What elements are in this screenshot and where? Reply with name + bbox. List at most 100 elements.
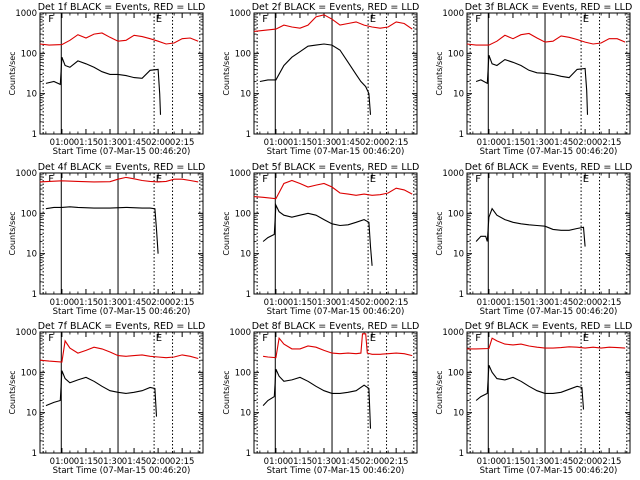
chart-title: Det 5f BLACK = Events, RED = LLD	[252, 162, 420, 173]
y-tick-label: 10	[240, 250, 251, 260]
x-tick-label: 02:00	[573, 298, 598, 308]
y-tick-label: 100	[235, 49, 251, 59]
x-tick-label: 01:15	[74, 457, 99, 467]
marker-label-F: F	[475, 174, 481, 185]
chart-panel-9: Det 9f BLACK = Events, RED = LLD 1 10 100 10…	[435, 321, 632, 476]
marker-label-F: F	[48, 14, 54, 25]
marker-label-E: E	[156, 333, 162, 344]
marker-label-E: E	[370, 174, 376, 185]
x-tick-label: 02:00	[360, 138, 385, 148]
chart-panel-2: Det 2f BLACK = Events, RED = LLD 1 10 100 10…	[222, 2, 419, 157]
y-axis-label: Counts/sec	[222, 51, 231, 95]
plot-frame	[466, 172, 631, 295]
x-tick-label: 01:45	[549, 457, 574, 467]
x-tick-label: 01:15	[501, 457, 526, 467]
x-tick-label: 01:45	[336, 457, 361, 467]
x-tick-label: 01:15	[501, 138, 526, 148]
y-tick-label: 1000	[442, 169, 464, 179]
y-tick-label: 100	[235, 368, 251, 378]
x-axis-label: Start Time (07-Mar-15 00:46:20)	[53, 307, 191, 317]
lld-series-line	[253, 14, 413, 32]
y-axis-label: Counts/sec	[435, 211, 444, 255]
events-series-line	[45, 57, 162, 115]
plot-frame	[253, 172, 418, 295]
chart-title: Det 4f BLACK = Events, RED = LLD	[38, 162, 206, 173]
events-series-line	[475, 55, 589, 115]
y-tick-label: 1	[246, 130, 251, 140]
y-tick-label: 10	[26, 409, 37, 419]
y-axis-label: Counts/sec	[8, 51, 17, 95]
x-tick-label: 01:15	[74, 138, 99, 148]
x-tick-label: 02:00	[573, 138, 598, 148]
y-tick-label: 1000	[442, 328, 464, 338]
plot-frame	[466, 12, 631, 135]
lld-series-line	[253, 179, 413, 200]
y-tick-label: 10	[240, 409, 251, 419]
y-tick-label: 10	[453, 409, 464, 419]
x-tick-label: 01:30	[525, 457, 550, 467]
y-tick-label: 1	[246, 449, 251, 459]
chart-panel-3: Det 3f BLACK = Events, RED = LLD 1 10 100 10…	[435, 2, 632, 157]
x-tick-label: 01:30	[525, 298, 550, 308]
x-tick-label: 01:30	[98, 138, 123, 148]
x-tick-label: 02:00	[360, 457, 385, 467]
x-tick-label: 02:00	[146, 298, 171, 308]
x-axis-label: Start Time (07-Mar-15 00:46:20)	[53, 466, 191, 476]
y-tick-label: 1000	[442, 9, 464, 19]
lld-series-line	[466, 32, 626, 46]
x-axis-label: Start Time (07-Mar-15 00:46:20)	[267, 147, 405, 157]
x-tick-label: 01:00	[477, 138, 502, 148]
y-tick-label: 1000	[15, 328, 37, 338]
x-tick-label: 01:45	[549, 138, 574, 148]
y-tick-label: 1000	[229, 169, 251, 179]
plot-frame	[466, 331, 631, 454]
x-tick-label: 01:00	[50, 138, 75, 148]
y-tick-label: 100	[235, 209, 251, 219]
chart-title: Det 2f BLACK = Events, RED = LLD	[252, 2, 420, 13]
x-tick-label: 02:00	[360, 298, 385, 308]
x-tick-label: 01:45	[336, 138, 361, 148]
x-tick-label: 01:30	[98, 457, 123, 467]
marker-label-E: E	[583, 174, 589, 185]
x-tick-label: 01:00	[50, 457, 75, 467]
y-tick-label: 1	[246, 290, 251, 300]
marker-label-E: E	[370, 14, 376, 25]
lld-series-line	[39, 176, 199, 183]
y-axis-label: Counts/sec	[435, 370, 444, 414]
y-axis-label: Counts/sec	[8, 211, 17, 255]
x-tick-label: 01:00	[264, 298, 289, 308]
lld-series-line	[39, 32, 199, 46]
plot-frame	[39, 12, 204, 135]
x-tick-label: 02:15	[170, 138, 195, 148]
y-tick-label: 1	[32, 449, 37, 459]
marker-label-F: F	[475, 14, 481, 25]
marker-label-E: E	[156, 14, 162, 25]
chart-title: Det 3f BLACK = Events, RED = LLD	[465, 2, 633, 13]
y-tick-label: 1000	[15, 9, 37, 19]
plot-frame	[253, 12, 418, 135]
lld-series-line	[263, 333, 413, 359]
x-axis-label: Start Time (07-Mar-15 00:46:20)	[267, 466, 405, 476]
x-axis-label: Start Time (07-Mar-15 00:46:20)	[267, 307, 405, 317]
x-tick-label: 02:15	[384, 298, 409, 308]
events-series-line	[45, 206, 159, 254]
y-tick-label: 1	[32, 130, 37, 140]
chart-title: Det 6f BLACK = Events, RED = LLD	[465, 162, 633, 173]
x-tick-label: 01:00	[477, 457, 502, 467]
y-tick-label: 10	[453, 90, 464, 100]
y-axis-label: Counts/sec	[8, 370, 17, 414]
x-tick-label: 02:15	[384, 457, 409, 467]
y-tick-label: 1	[32, 290, 37, 300]
x-tick-label: 01:00	[264, 138, 289, 148]
x-tick-label: 01:30	[98, 298, 123, 308]
y-tick-label: 10	[453, 250, 464, 260]
chart-panel-1: Det 1f BLACK = Events, RED = LLD 1 10 100 10…	[8, 2, 205, 157]
y-tick-label: 1000	[229, 328, 251, 338]
y-tick-label: 10	[26, 250, 37, 260]
chart-title: Det 7f BLACK = Events, RED = LLD	[38, 321, 206, 332]
events-series-line	[262, 368, 372, 429]
x-tick-label: 02:00	[146, 138, 171, 148]
y-axis-label: Counts/sec	[222, 370, 231, 414]
x-axis-label: Start Time (07-Mar-15 00:46:20)	[53, 147, 191, 157]
